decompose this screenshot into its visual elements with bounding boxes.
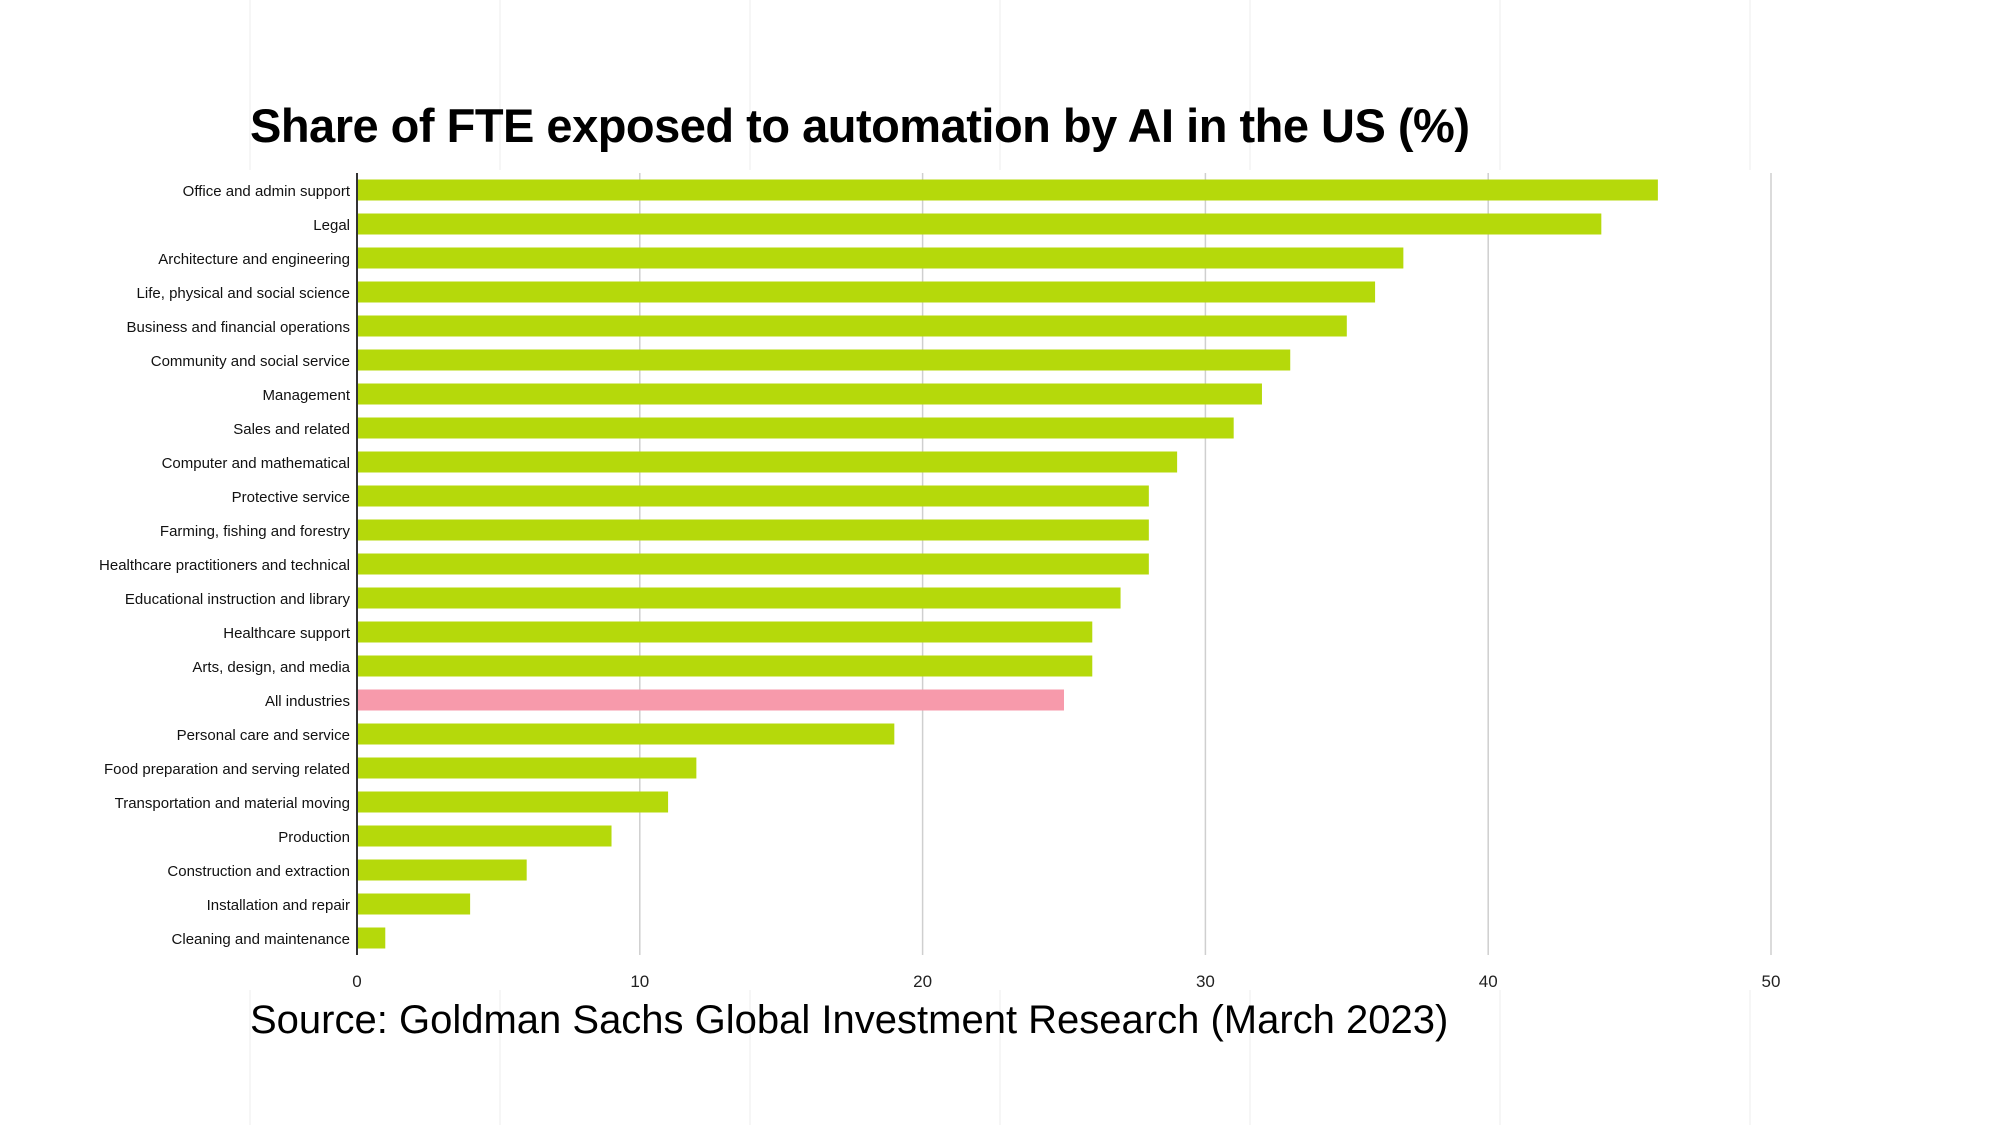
bar <box>358 553 1149 575</box>
y-category-label: All industries <box>265 693 350 710</box>
x-tick-label: 40 <box>1479 972 1498 991</box>
x-tick-label: 0 <box>352 972 361 991</box>
y-category-label: Architecture and engineering <box>158 251 350 268</box>
y-category-label: Healthcare practitioners and technical <box>99 557 350 574</box>
bar <box>358 723 895 745</box>
bar <box>358 893 471 915</box>
bar <box>358 349 1291 371</box>
bar <box>358 859 527 881</box>
y-category-label: Construction and extraction <box>167 863 350 880</box>
x-tick-label: 30 <box>1196 972 1215 991</box>
y-category-label: Management <box>262 387 350 404</box>
bar <box>358 621 1093 643</box>
x-tick-label: 50 <box>1762 972 1781 991</box>
bar <box>358 213 1602 235</box>
bar <box>358 825 612 847</box>
x-tick-label: 20 <box>913 972 932 991</box>
y-category-label: Farming, fishing and forestry <box>160 523 351 540</box>
source-note: Source: Goldman Sachs Global Investment … <box>250 998 1449 1042</box>
bar <box>358 383 1262 405</box>
y-category-label: Sales and related <box>233 421 350 438</box>
y-category-label: Cleaning and maintenance <box>172 931 350 948</box>
y-category-label: Business and financial operations <box>127 319 350 336</box>
bar <box>358 791 669 813</box>
bar <box>358 451 1178 473</box>
chart-title: Share of FTE exposed to automation by AI… <box>250 99 1470 152</box>
bar <box>358 927 386 949</box>
plot-panel <box>80 170 1780 990</box>
bar <box>358 247 1404 269</box>
bar <box>358 689 1064 711</box>
y-category-label: Installation and repair <box>207 897 350 914</box>
bar <box>358 757 697 779</box>
y-category-label: Healthcare support <box>223 625 351 642</box>
y-category-label: Protective service <box>232 489 350 506</box>
x-tick-label: 10 <box>630 972 649 991</box>
y-category-label: Office and admin support <box>183 183 351 200</box>
bar <box>358 179 1658 201</box>
y-category-label: Life, physical and social science <box>137 285 350 302</box>
bar <box>358 519 1149 541</box>
y-category-label: Transportation and material moving <box>115 795 350 812</box>
y-category-label: Production <box>278 829 350 846</box>
y-category-label: Legal <box>313 217 350 234</box>
y-category-label: Personal care and service <box>177 727 350 744</box>
y-category-label: Food preparation and serving related <box>104 761 350 778</box>
bar <box>358 315 1347 337</box>
y-category-label: Arts, design, and media <box>192 659 350 676</box>
y-category-label: Educational instruction and library <box>125 591 351 608</box>
bar <box>358 655 1093 677</box>
bar <box>358 587 1121 609</box>
bar <box>358 281 1376 303</box>
y-category-label: Computer and mathematical <box>162 455 350 472</box>
bar <box>358 417 1234 439</box>
bar <box>358 485 1149 507</box>
y-category-label: Community and social service <box>151 353 350 370</box>
